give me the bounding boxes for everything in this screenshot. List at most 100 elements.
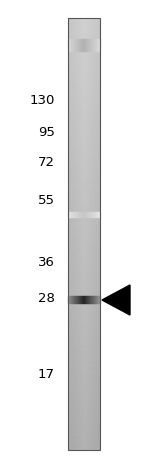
Bar	[73, 296, 74, 303]
Bar	[88, 39, 89, 51]
Bar	[68, 212, 69, 218]
Bar	[93, 39, 94, 51]
Bar	[76, 39, 77, 51]
Bar	[89, 212, 90, 218]
Bar	[77, 296, 78, 303]
Bar	[78, 212, 79, 218]
Bar	[83, 296, 84, 303]
Bar	[98, 212, 99, 218]
Bar	[83, 39, 84, 51]
Bar	[70, 212, 71, 218]
Bar	[69, 296, 70, 303]
Bar	[79, 39, 80, 51]
Bar	[75, 39, 76, 51]
Bar	[95, 39, 96, 51]
Bar	[69, 39, 70, 51]
Bar	[94, 296, 95, 303]
Bar	[83, 212, 84, 218]
Bar	[94, 212, 95, 218]
Bar	[96, 39, 97, 51]
Bar	[70, 296, 71, 303]
Bar	[68, 296, 69, 303]
Bar	[79, 212, 80, 218]
Bar	[69, 212, 70, 218]
Bar	[93, 212, 94, 218]
Bar	[82, 39, 83, 51]
Text: 17: 17	[38, 369, 55, 381]
Bar	[82, 212, 83, 218]
Bar	[79, 296, 80, 303]
Bar	[84, 212, 85, 218]
Bar	[97, 296, 98, 303]
Bar	[88, 212, 89, 218]
Bar	[84, 296, 85, 303]
Bar	[85, 212, 86, 218]
Bar	[88, 296, 89, 303]
Text: 130: 130	[30, 93, 55, 106]
Bar	[74, 212, 75, 218]
Bar	[78, 296, 79, 303]
Bar	[70, 39, 71, 51]
Bar	[77, 39, 78, 51]
Bar	[92, 39, 93, 51]
Bar	[80, 39, 81, 51]
Bar	[84, 39, 85, 51]
Bar	[94, 39, 95, 51]
Text: 72: 72	[38, 157, 55, 169]
Bar	[87, 212, 88, 218]
Bar	[72, 39, 73, 51]
Text: 28: 28	[38, 292, 55, 304]
Bar	[71, 212, 72, 218]
Bar	[76, 296, 77, 303]
Bar	[74, 39, 75, 51]
Bar	[85, 39, 86, 51]
Bar	[74, 296, 75, 303]
Bar	[95, 296, 96, 303]
Bar	[90, 296, 91, 303]
Bar	[87, 39, 88, 51]
Bar	[86, 39, 87, 51]
Bar	[72, 296, 73, 303]
Bar	[68, 39, 69, 51]
Bar	[89, 39, 90, 51]
Bar	[96, 212, 97, 218]
Bar	[96, 296, 97, 303]
Bar	[75, 212, 76, 218]
Bar	[85, 296, 86, 303]
Bar	[73, 39, 74, 51]
Bar	[92, 296, 93, 303]
Bar	[93, 296, 94, 303]
Bar	[98, 296, 99, 303]
Bar	[80, 296, 81, 303]
Bar	[97, 212, 98, 218]
Bar	[80, 212, 81, 218]
Bar	[86, 212, 87, 218]
Bar	[71, 296, 72, 303]
Bar	[71, 39, 72, 51]
Bar	[68, 18, 100, 450]
Bar	[89, 296, 90, 303]
Bar	[87, 296, 88, 303]
Bar	[99, 39, 100, 51]
Bar	[98, 39, 99, 51]
Bar	[81, 296, 82, 303]
Bar	[76, 212, 77, 218]
Bar	[82, 296, 83, 303]
Bar	[73, 212, 74, 218]
Bar	[86, 296, 87, 303]
Bar	[90, 39, 91, 51]
Bar	[92, 212, 93, 218]
Bar	[72, 212, 73, 218]
Text: 95: 95	[38, 127, 55, 139]
Bar	[99, 296, 100, 303]
Polygon shape	[102, 285, 130, 315]
Bar	[97, 39, 98, 51]
Bar	[90, 212, 91, 218]
Bar	[99, 212, 100, 218]
Bar	[75, 296, 76, 303]
Bar	[81, 212, 82, 218]
Bar	[78, 39, 79, 51]
Bar	[81, 39, 82, 51]
Text: 55: 55	[38, 194, 55, 206]
Text: 36: 36	[38, 257, 55, 270]
